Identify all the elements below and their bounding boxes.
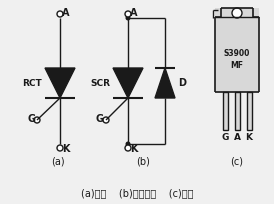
Text: SCR: SCR <box>90 79 110 88</box>
Circle shape <box>232 8 242 18</box>
Circle shape <box>125 145 131 151</box>
Polygon shape <box>113 68 143 98</box>
Circle shape <box>125 16 130 20</box>
Bar <box>247 92 252 130</box>
Text: S3900: S3900 <box>224 49 250 58</box>
Text: K: K <box>246 133 253 143</box>
Text: D: D <box>178 78 186 88</box>
Circle shape <box>103 117 109 123</box>
Text: K: K <box>130 144 138 154</box>
Text: A: A <box>233 133 241 143</box>
Circle shape <box>57 145 63 151</box>
Text: G: G <box>27 114 35 124</box>
Bar <box>235 92 240 130</box>
Polygon shape <box>155 68 175 98</box>
Text: K: K <box>62 144 70 154</box>
Text: RCT: RCT <box>22 79 42 88</box>
Text: (b): (b) <box>136 157 150 167</box>
Text: MF: MF <box>230 61 244 71</box>
Text: (c): (c) <box>230 157 244 167</box>
Circle shape <box>125 11 131 17</box>
Bar <box>215 8 259 92</box>
Circle shape <box>125 142 130 146</box>
Text: (a): (a) <box>51 157 65 167</box>
Text: G: G <box>221 133 229 143</box>
Polygon shape <box>45 68 75 98</box>
Text: A: A <box>62 8 70 18</box>
Circle shape <box>57 11 63 17</box>
Text: A: A <box>130 8 138 18</box>
Text: (a)符号    (b)等效电路    (c)外形: (a)符号 (b)等效电路 (c)外形 <box>81 188 193 198</box>
Circle shape <box>34 117 40 123</box>
Bar <box>223 92 228 130</box>
Text: G: G <box>96 114 104 124</box>
